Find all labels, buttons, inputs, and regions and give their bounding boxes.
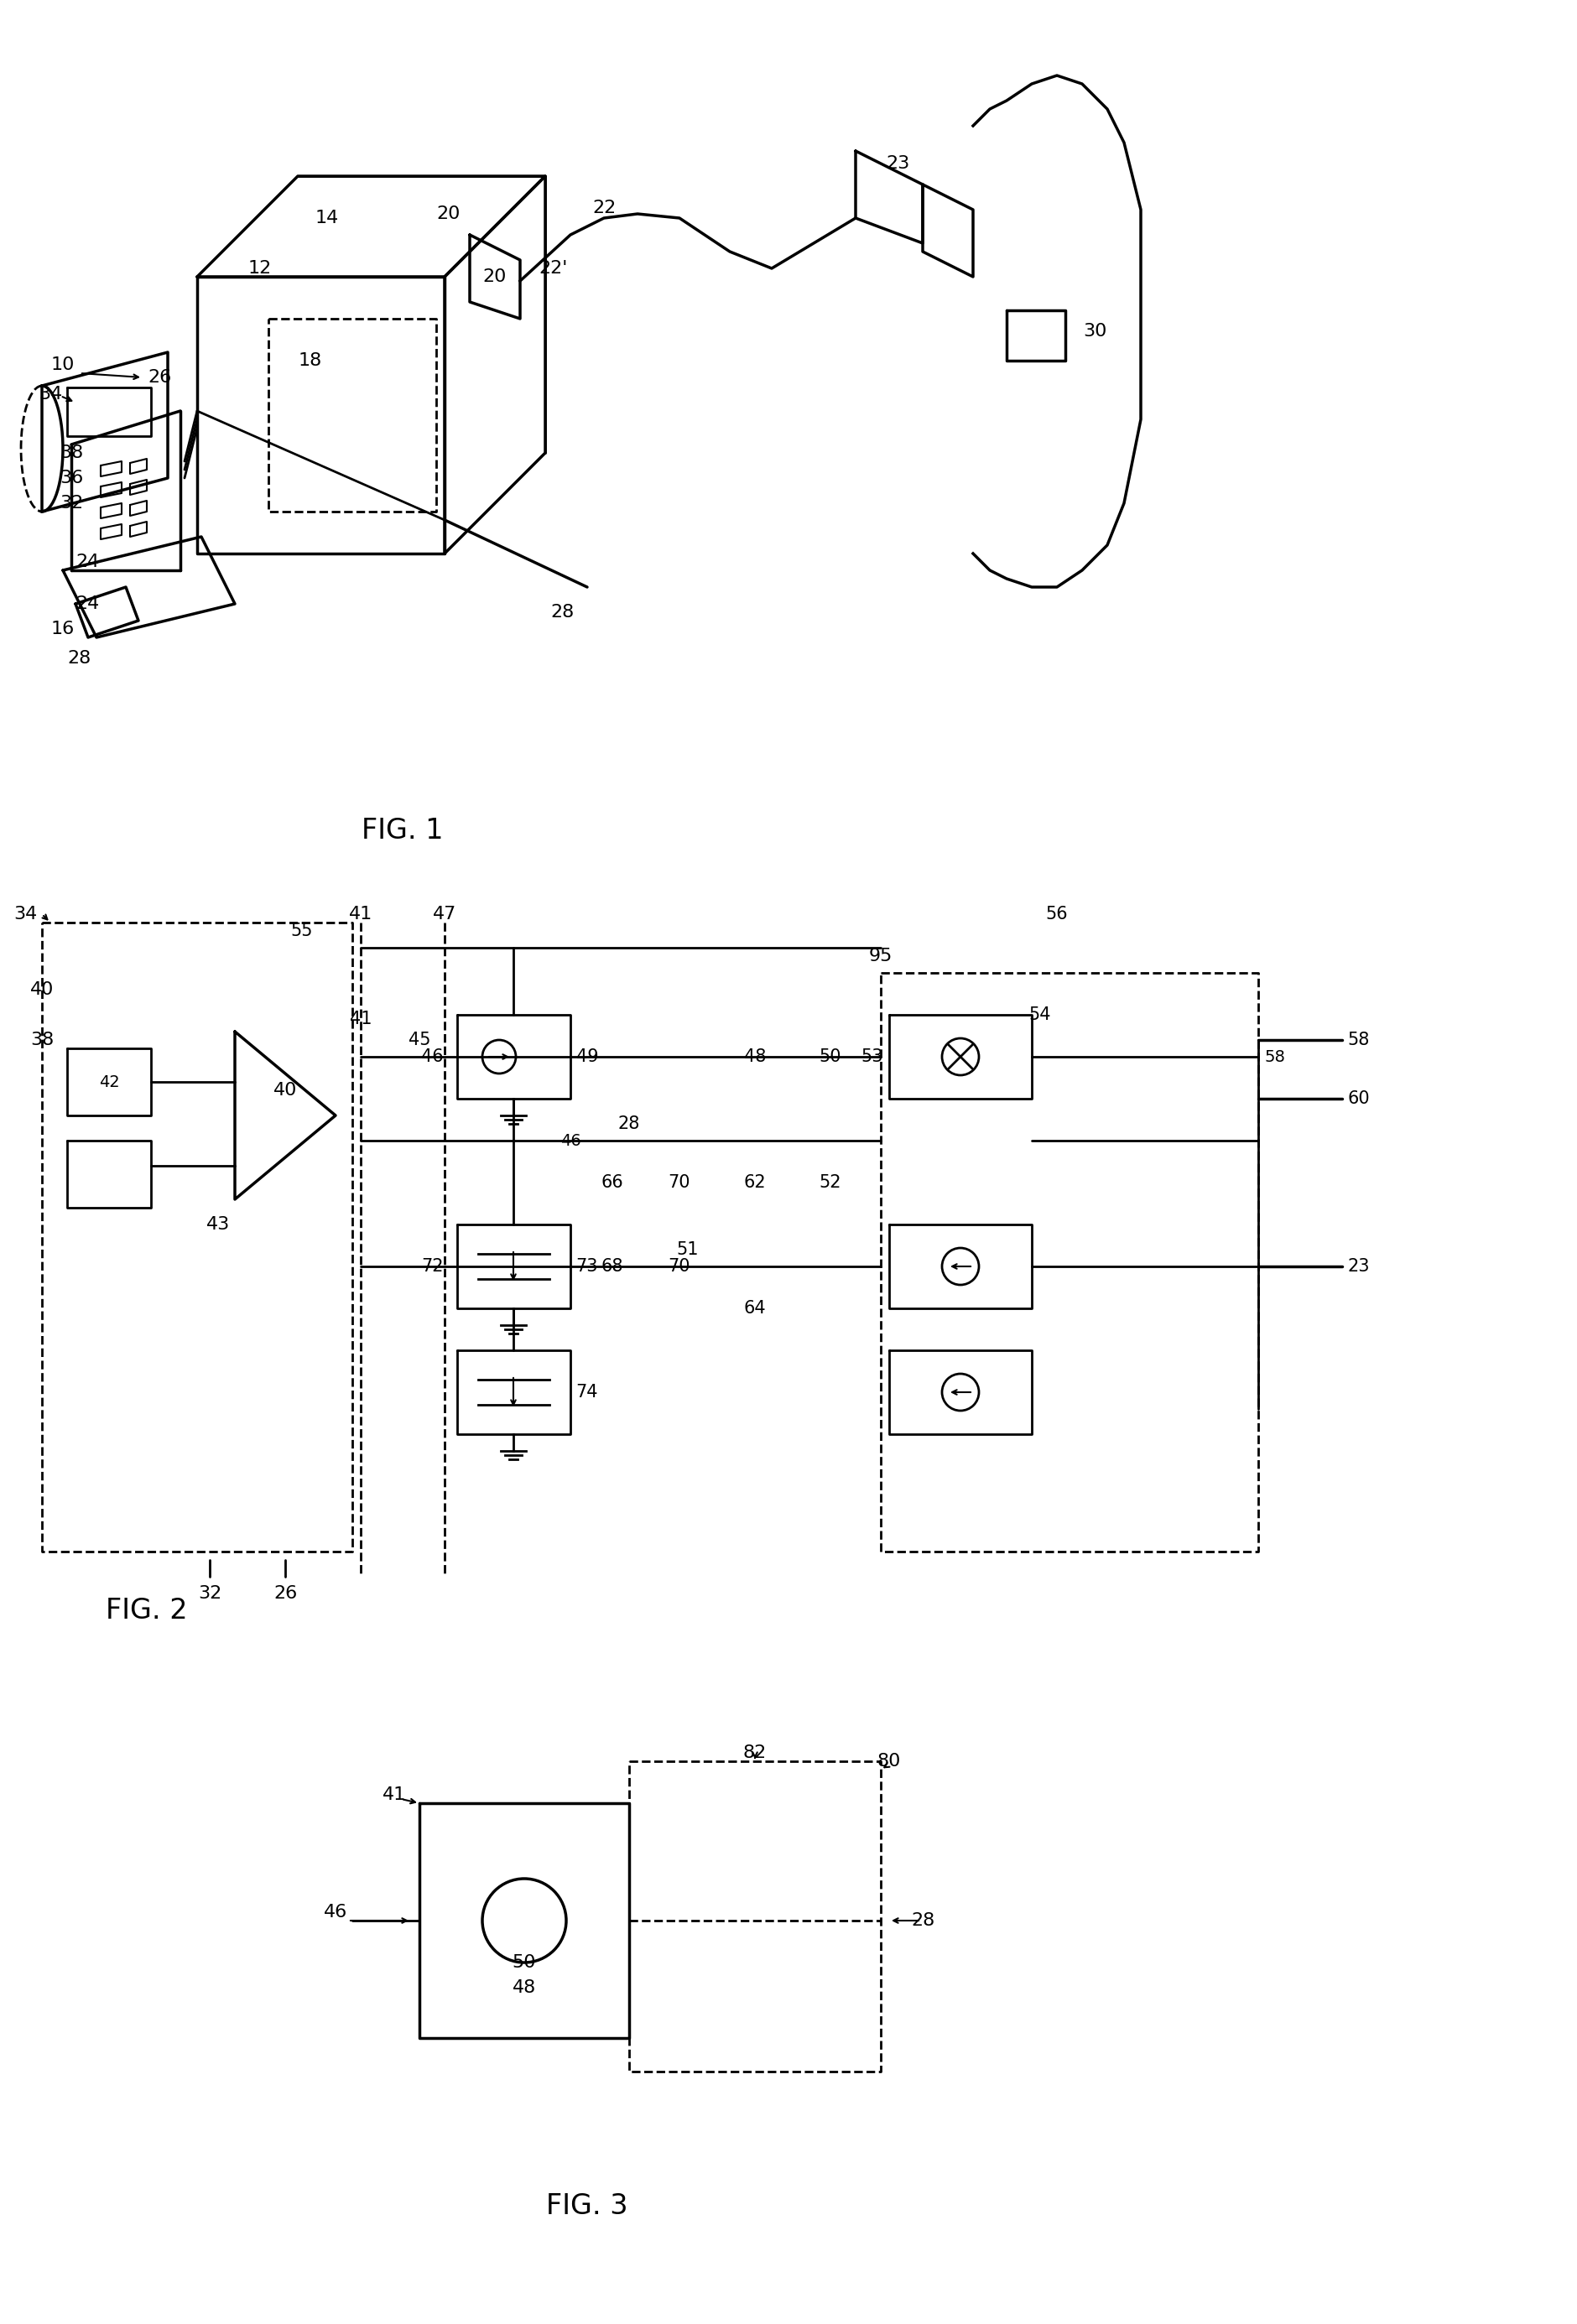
Text: 73: 73 <box>576 1257 598 1276</box>
Text: 49: 49 <box>576 1048 598 1064</box>
Text: 43: 43 <box>207 1215 230 1232</box>
Text: 26: 26 <box>148 370 172 386</box>
Text: 50: 50 <box>818 1048 841 1064</box>
Text: 82: 82 <box>743 1745 766 1762</box>
Text: 70: 70 <box>669 1174 691 1190</box>
Text: 46: 46 <box>421 1048 443 1064</box>
Text: 80: 80 <box>877 1752 900 1769</box>
Text: 28: 28 <box>68 651 91 667</box>
Text: 56: 56 <box>1046 906 1068 923</box>
Text: 38: 38 <box>60 444 84 460</box>
Text: 20: 20 <box>483 267 506 286</box>
Text: 47: 47 <box>432 906 456 923</box>
Text: 46: 46 <box>560 1132 580 1148</box>
Text: 14: 14 <box>315 209 339 225</box>
Text: 40: 40 <box>30 981 54 997</box>
Text: 52: 52 <box>818 1174 841 1190</box>
Text: 23: 23 <box>1347 1257 1369 1276</box>
Text: 28: 28 <box>618 1116 640 1132</box>
Text: 42: 42 <box>99 1074 120 1090</box>
Text: 53: 53 <box>861 1048 883 1064</box>
Text: 41: 41 <box>349 906 372 923</box>
Text: 20: 20 <box>437 205 460 223</box>
Text: 10: 10 <box>50 356 74 374</box>
Text: 74: 74 <box>576 1383 598 1401</box>
Text: 48: 48 <box>513 1980 536 1996</box>
Text: 55: 55 <box>290 923 312 939</box>
Text: 58: 58 <box>1263 1048 1285 1064</box>
Text: 54: 54 <box>1028 1006 1050 1023</box>
Text: 18: 18 <box>298 353 322 370</box>
Text: 24: 24 <box>76 595 99 611</box>
Text: 32: 32 <box>197 1585 221 1601</box>
Text: 72: 72 <box>421 1257 443 1276</box>
Text: 28: 28 <box>550 604 574 621</box>
Text: 68: 68 <box>601 1257 623 1276</box>
Text: 36: 36 <box>60 469 84 486</box>
Text: 62: 62 <box>743 1174 766 1190</box>
Text: 16: 16 <box>50 621 74 637</box>
Text: 60: 60 <box>1347 1090 1369 1106</box>
Text: 38: 38 <box>30 1032 54 1048</box>
Text: 45: 45 <box>408 1032 431 1048</box>
Text: 23: 23 <box>885 156 908 172</box>
Text: FIG. 1: FIG. 1 <box>361 816 443 844</box>
Text: 48: 48 <box>743 1048 765 1064</box>
Text: FIG. 3: FIG. 3 <box>546 2192 628 2219</box>
Text: 41: 41 <box>350 1011 372 1027</box>
Text: 64: 64 <box>743 1299 766 1318</box>
Text: 22': 22' <box>539 260 568 277</box>
Text: 30: 30 <box>1082 323 1105 339</box>
Text: 41: 41 <box>382 1787 405 1803</box>
Text: 50: 50 <box>513 1954 536 1971</box>
Text: 66: 66 <box>601 1174 623 1190</box>
Text: FIG. 2: FIG. 2 <box>106 1597 188 1624</box>
Text: 40: 40 <box>273 1083 296 1099</box>
Text: 32: 32 <box>60 495 84 511</box>
Text: 28: 28 <box>910 1913 934 1929</box>
Text: 58: 58 <box>1347 1032 1369 1048</box>
Text: 12: 12 <box>248 260 271 277</box>
Text: 46: 46 <box>323 1903 347 1920</box>
Text: 70: 70 <box>669 1257 691 1276</box>
Text: 26: 26 <box>273 1585 296 1601</box>
Text: 51: 51 <box>677 1241 699 1257</box>
Text: 95: 95 <box>869 948 893 964</box>
Text: 34: 34 <box>38 386 62 402</box>
Text: 22: 22 <box>591 200 615 216</box>
Text: 24: 24 <box>76 553 99 569</box>
Text: 34: 34 <box>14 906 38 923</box>
